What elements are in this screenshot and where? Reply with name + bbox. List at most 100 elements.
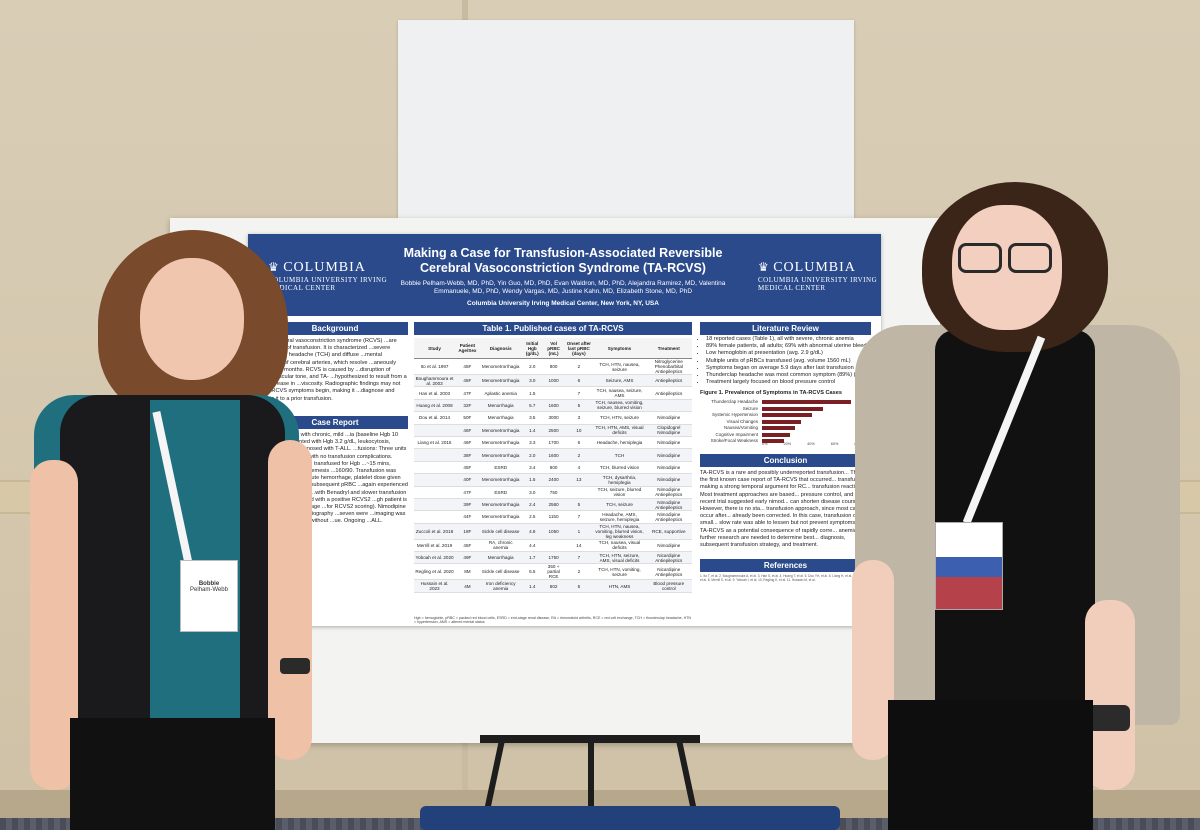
table-cell: 40F [455,473,480,487]
table-cell: Nimodipine Antiepileptics [645,486,692,499]
table-row: 45F ESRD 3.4 800 4 TCH, blurred vision Nimodip… [414,461,692,475]
chart-category-label: Systemic Hypertension [711,412,758,417]
table-row: Boughammoura et al. 2003 45F Menometrorrha… [414,374,692,388]
table-row: Dou et al. 2014 50F Menorrhagia 3.5 3000 3 TCH… [414,411,692,425]
chart-category-label: Thunderclap Headache [711,399,758,404]
table-cell: 1150 [542,510,565,524]
conclusion-text: TA-RCVS is a rare and possibly underrepo… [700,470,871,549]
table-cell [564,486,594,499]
table-cell: 1600 [542,448,565,462]
table-cell: HTN, AMS [593,579,646,593]
table-cell: 3.0 [521,486,543,499]
table-cell: TCH, HTN, vomiting, seizure [593,563,646,581]
table-cell: TCH, nausea, vomiting, seizure, blurred … [593,399,646,413]
table-row: 39F Menometrorrhagia 2.4 2560 5 TCH, seizure N… [414,498,692,512]
chart-category-label: Visual Changes [726,418,758,424]
arm-right [268,440,312,760]
table-cell: Dou et al. 2014 [414,411,456,425]
table-cell: 2560 [542,498,565,512]
columbia-logo-left: ♛ COLUMBIA COLUMBIA UNIVERSITY IRVING ME… [268,260,388,292]
table-cell: Menometrorrhagia [479,374,522,388]
table-header-cell: Initial Hgb (g/dL) [521,338,543,359]
section-case-report: Case Report [262,416,408,429]
table-cell: 2.0 [521,448,543,462]
list-item: Low hemoglobin at presentation (avg. 2.9… [706,350,881,357]
table-cell: 2400 [542,473,565,487]
table-cell: 47F [455,386,480,400]
crown-icon: ♛ [758,260,769,274]
section-table-title: Table 1. Published cases of TA-RCVS [414,322,692,335]
name-badge [935,522,1003,610]
list-item: Symptoms began on average 5.9 days after… [706,365,881,372]
name-badge: Bobbie Pelham-Webb [180,560,238,632]
poster-authors: Bobbie Pelham-Webb, MD, PhD, Yin Guo, MD… [400,280,726,295]
table-cell: 10 [564,424,594,437]
references-text: 1. Ito T, et al. 2. Boughammoura A, et a… [700,574,871,582]
table-row: 46F Menometrorrhagia 1.4 2500 10 TCH, HTN, AM… [414,424,692,437]
table-cell: Sickle cell disease [479,523,522,540]
table-cell: TCH, seizure [593,498,646,512]
table-cell: Regling et al. 2020 [414,563,456,581]
watch [280,658,310,674]
chart-x-axis: 0%20%40%60%80% [762,442,862,446]
table-cell [542,386,565,400]
table-cell: Menorrhagia [479,411,522,425]
table-cell: 2 [564,563,594,581]
chart-category-label: Cognitive Impairment [715,431,758,437]
table-cell: 46F [455,424,480,437]
table-cell: Ito et al. 1997 [414,358,456,375]
table-cell: Nimodipine [645,436,692,450]
table-header-cell: Onset after last pRBC (days) [564,338,594,359]
table-cell: Headache, hemiplegia [593,436,646,450]
poster-title: Making a Case for Transfusion-Associated… [403,246,723,275]
chart-category-label: Stroke/Focal Weakness [710,438,758,443]
table-cell: 44F [455,510,480,524]
table-cell [414,486,456,499]
table-cell: 6.5 [521,563,543,581]
list-item: Multiple units of pRBCs transfused (avg.… [706,358,881,365]
table-cell: 3 [564,411,594,425]
table-cell: 1050 [542,523,565,540]
table-cell: 50F [455,411,480,425]
table-row: 38F Menometrorrhagia 2.0 1600 2 TCH Nimodipine [414,448,692,462]
arm-right [1085,600,1135,790]
table-cell [542,539,565,553]
table-cell: 750 [542,486,565,499]
table-cell: Menorrhagia [479,399,522,413]
table-cell [414,498,456,512]
table-cell: Menometrorrhagia [479,358,522,375]
background-poster [398,20,854,230]
table-cell [414,473,456,487]
table-cell: Menometrorrhagia [479,436,522,450]
black-pants [70,718,275,830]
table-cell: Menometrorrhagia [479,498,522,512]
chart-bar-row: Visual Changes [700,418,870,425]
black-top [935,330,1095,710]
table-cell: Menometrorrhagia [479,448,522,462]
section-references: References [700,559,871,572]
table-cell: TCH, blurred vision [593,461,646,475]
glasses-icon [958,243,1058,273]
table-cell: 2 [564,448,594,462]
table-header-cell: Treatment [645,338,692,359]
table-cell: 3.3 [521,436,543,450]
table-cell: 2.5 [521,510,543,524]
section-conclusion: Conclusion [700,454,871,467]
table-cell: 49F [455,551,480,565]
table-cell: 5 [564,579,594,593]
table-cell: 3000 [542,411,565,425]
table-cell: Antiepileptics [645,374,692,388]
poster-tube-base [420,806,840,830]
table-cell: 7 [564,551,594,565]
table-row: 47F ESRD 3.0 750 TCH, seizure, blurred visio… [414,486,692,499]
chart-bar-row: Cognitive Impairment [700,431,870,438]
table-cell: Nimodipine [645,539,692,553]
table-cell: 4 [564,461,594,475]
table-cell: 602 [542,579,565,593]
table-row: Huang et al. 2008 32F Menorrhagia 5.7 1600 5 T… [414,399,692,413]
table-cell: RA, chronic anemia [479,539,522,553]
table-cell: TCH, seizure, blurred vision [593,486,646,499]
table-cell [414,424,456,437]
table-cell: Headache, AMS, seizure, hemiplegia [593,510,646,524]
table-cell: 1.5 [521,386,543,400]
